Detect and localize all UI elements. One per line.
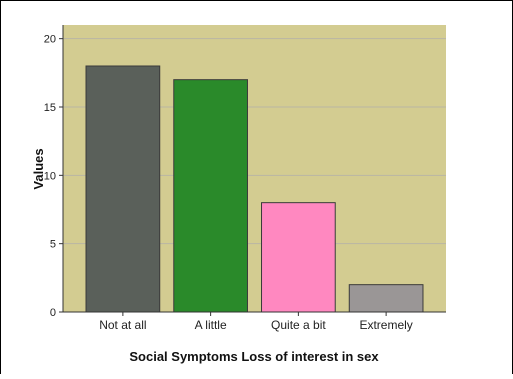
x-tick-label: Quite a bit — [271, 318, 326, 332]
x-axis-title: Social Symptoms Loss of interest in sex — [129, 349, 379, 364]
x-tick-label: Extremely — [359, 318, 412, 332]
y-tick-label: 15 — [44, 102, 56, 114]
y-axis: 0 5 10 15 20 — [44, 25, 64, 319]
y-axis-title: Values — [31, 148, 46, 189]
y-tick-label: 10 — [44, 170, 56, 182]
x-axis: Not at all A little Quite a bit Extremely — [63, 311, 446, 332]
bar-quite-a-bit — [261, 202, 336, 313]
x-tick-label: A little — [195, 318, 227, 332]
bars — [85, 65, 424, 313]
y-tick-label: 5 — [50, 239, 56, 251]
bar-a-little — [173, 79, 248, 313]
bar-extremely — [348, 284, 424, 313]
y-tick-label: 20 — [44, 34, 56, 46]
x-tick-label: Not at all — [99, 318, 146, 332]
bar-not-at-all — [85, 65, 161, 313]
y-tick-label: 0 — [50, 307, 56, 319]
